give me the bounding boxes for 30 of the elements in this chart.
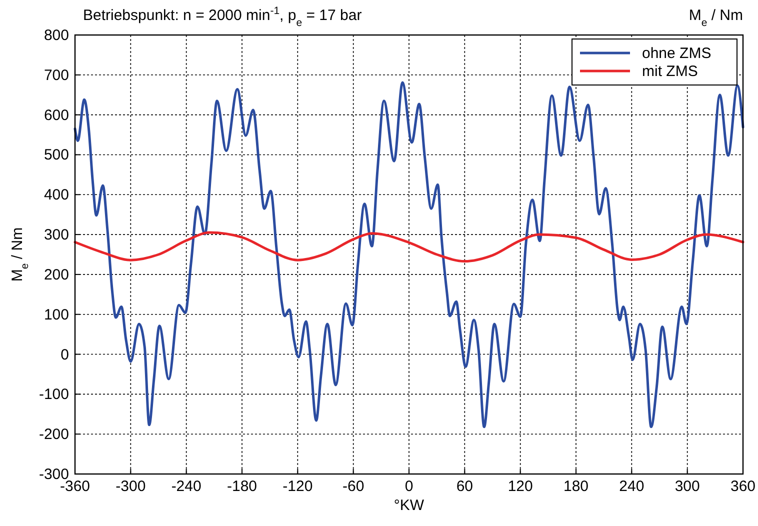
x-tick-label: 0 — [404, 478, 414, 495]
x-tick-label: -180 — [226, 478, 258, 495]
y-tick-label: 500 — [44, 146, 69, 164]
chart-title: Betriebspunkt: n = 2000 min$^{-1}$, p$_{e}$ = 17 bar — [83, 5, 362, 29]
legend-label: ohne ZMS — [642, 45, 712, 62]
x-tick-label: 180 — [563, 478, 589, 495]
text: M$_{e}$ / Nm — [688, 7, 743, 29]
y-tick-label: 100 — [44, 306, 69, 324]
y-tick-label: -200 — [38, 426, 69, 444]
y-tick-label: 700 — [44, 66, 69, 84]
x-tick-label: -300 — [116, 478, 146, 495]
x-tick-label: -240 — [171, 478, 202, 495]
y-tick-label: 200 — [44, 266, 69, 284]
legend-label: mit ZMS — [642, 63, 698, 80]
x-tick-label: 360 — [730, 478, 756, 495]
y-tick-label: 400 — [44, 186, 69, 204]
y-tick-label: 600 — [44, 106, 69, 124]
y-tick-label: -100 — [38, 386, 69, 404]
x-tick-label: 300 — [674, 478, 700, 495]
y-tick-label: 800 — [44, 27, 69, 44]
y-tick-label: 0 — [60, 346, 69, 364]
y-tick-label: 300 — [44, 226, 69, 244]
x-tick-label: -60 — [342, 478, 364, 495]
x-tick-label: 240 — [619, 478, 644, 495]
line-series — [74, 231, 744, 263]
x-tick-label: -360 — [60, 478, 90, 495]
x-tick-label: 120 — [508, 478, 533, 495]
x-tick-label: -120 — [282, 478, 313, 495]
x-tick-label: 60 — [456, 478, 474, 495]
x-axis-title: °KW — [394, 497, 425, 514]
